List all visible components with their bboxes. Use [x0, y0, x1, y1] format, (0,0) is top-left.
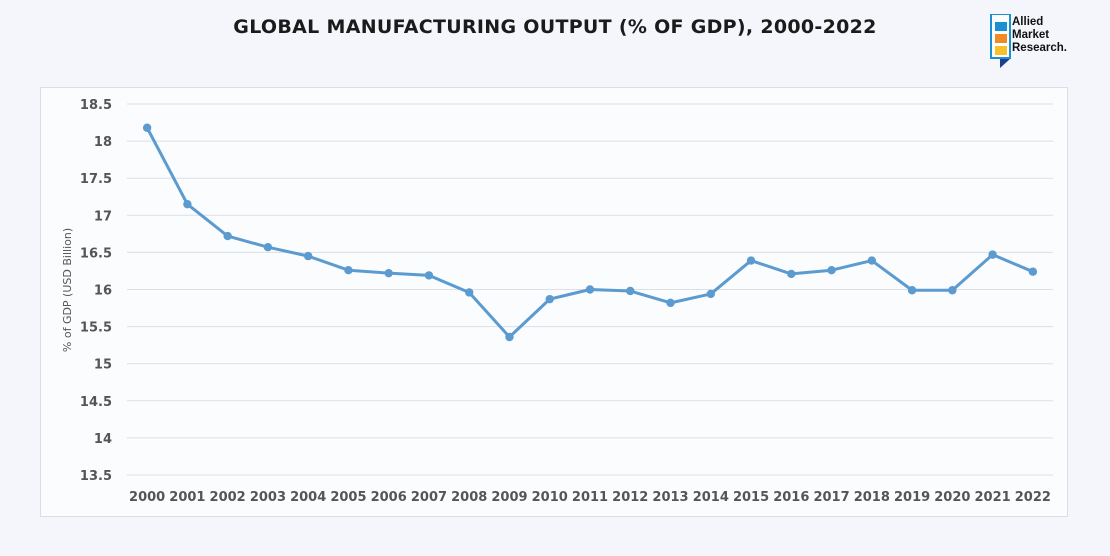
y-tick-label: 14: [94, 432, 112, 447]
data-point: [787, 269, 796, 279]
data-point: [424, 271, 434, 280]
logo-text-market: Market: [1012, 29, 1050, 41]
x-tick-label: 2013: [652, 490, 688, 505]
y-tick-label: 18.5: [80, 98, 112, 113]
series-line: [145, 127, 1034, 339]
x-tick-label: 2020: [934, 490, 970, 505]
x-tick-label: 2016: [773, 490, 809, 505]
y-tick-label: 16: [94, 284, 112, 299]
data-point: [223, 231, 232, 241]
data-point: [344, 266, 353, 275]
x-tick-label: 2007: [411, 490, 447, 505]
x-tick-label: 2006: [371, 490, 407, 505]
data-point: [505, 332, 514, 342]
data-point: [907, 286, 917, 295]
data-point: [263, 243, 273, 252]
data-point: [988, 250, 997, 259]
data-point: [626, 286, 635, 296]
x-tick-label: 2009: [491, 490, 527, 505]
x-axis-ticks: 2000 2001 2002 2003 2004 2005 2006 2007 2008 2009…: [129, 490, 1051, 505]
data-point: [867, 256, 877, 265]
data-point: [1028, 267, 1038, 276]
data-point: [303, 251, 313, 261]
y-tick-label: 18: [94, 135, 112, 150]
y-tick-label: 14.5: [80, 395, 112, 410]
x-tick-label: 2008: [451, 490, 487, 505]
chart-panel: [40, 87, 1068, 517]
x-tick-label: 2003: [250, 490, 286, 505]
x-tick-label: 2004: [290, 490, 326, 505]
x-tick-label: 2012: [612, 490, 648, 505]
data-point: [142, 123, 152, 132]
data-point: [183, 199, 192, 209]
logo-mark-icon: [990, 13, 1011, 68]
chart-title: GLOBAL MANUFACTURING OUTPUT (% OF GDP), …: [233, 16, 877, 38]
data-point: [666, 298, 675, 308]
x-tick-label: 2015: [733, 490, 769, 505]
data-point: [465, 288, 474, 297]
series: [142, 123, 1038, 342]
y-axis-ticks: 13.5 14 14.5 15 15.5 16 16.5 17 17.5 18 18.5: [80, 98, 112, 484]
allied-market-research-logo: Allied Market Research.: [990, 13, 1090, 70]
y-axis-label: % of GDP (USD Billion): [61, 228, 74, 352]
data-point: [948, 286, 957, 295]
x-tick-label: 2018: [854, 490, 890, 505]
x-tick-label: 2010: [532, 490, 568, 505]
y-tick-label: 16.5: [80, 246, 112, 261]
x-tick-label: 2017: [813, 490, 849, 505]
y-tick-label: 17.5: [80, 172, 112, 187]
x-tick-label: 2019: [894, 490, 930, 505]
y-tick-label: 17: [94, 209, 112, 224]
x-tick-label: 2014: [693, 490, 729, 505]
data-point: [545, 294, 554, 304]
logo-text-research: Research.: [1012, 42, 1067, 54]
x-tick-label: 2022: [1015, 490, 1051, 505]
x-tick-label: 2001: [169, 490, 205, 505]
x-tick-label: 2002: [210, 490, 246, 505]
data-point: [706, 289, 715, 299]
x-tick-label: 2000: [129, 490, 165, 505]
data-point: [585, 285, 595, 294]
y-tick-label: 15.5: [80, 321, 112, 336]
y-tick-label: 13.5: [80, 469, 112, 484]
x-tick-label: 2005: [330, 490, 366, 505]
data-point: [746, 256, 756, 265]
y-tick-label: 15: [94, 358, 112, 373]
data-point: [827, 266, 836, 275]
logo-text-allied: Allied: [1012, 16, 1044, 28]
x-tick-label: 2021: [975, 490, 1011, 505]
data-point: [384, 268, 393, 278]
x-tick-label: 2011: [572, 490, 608, 505]
